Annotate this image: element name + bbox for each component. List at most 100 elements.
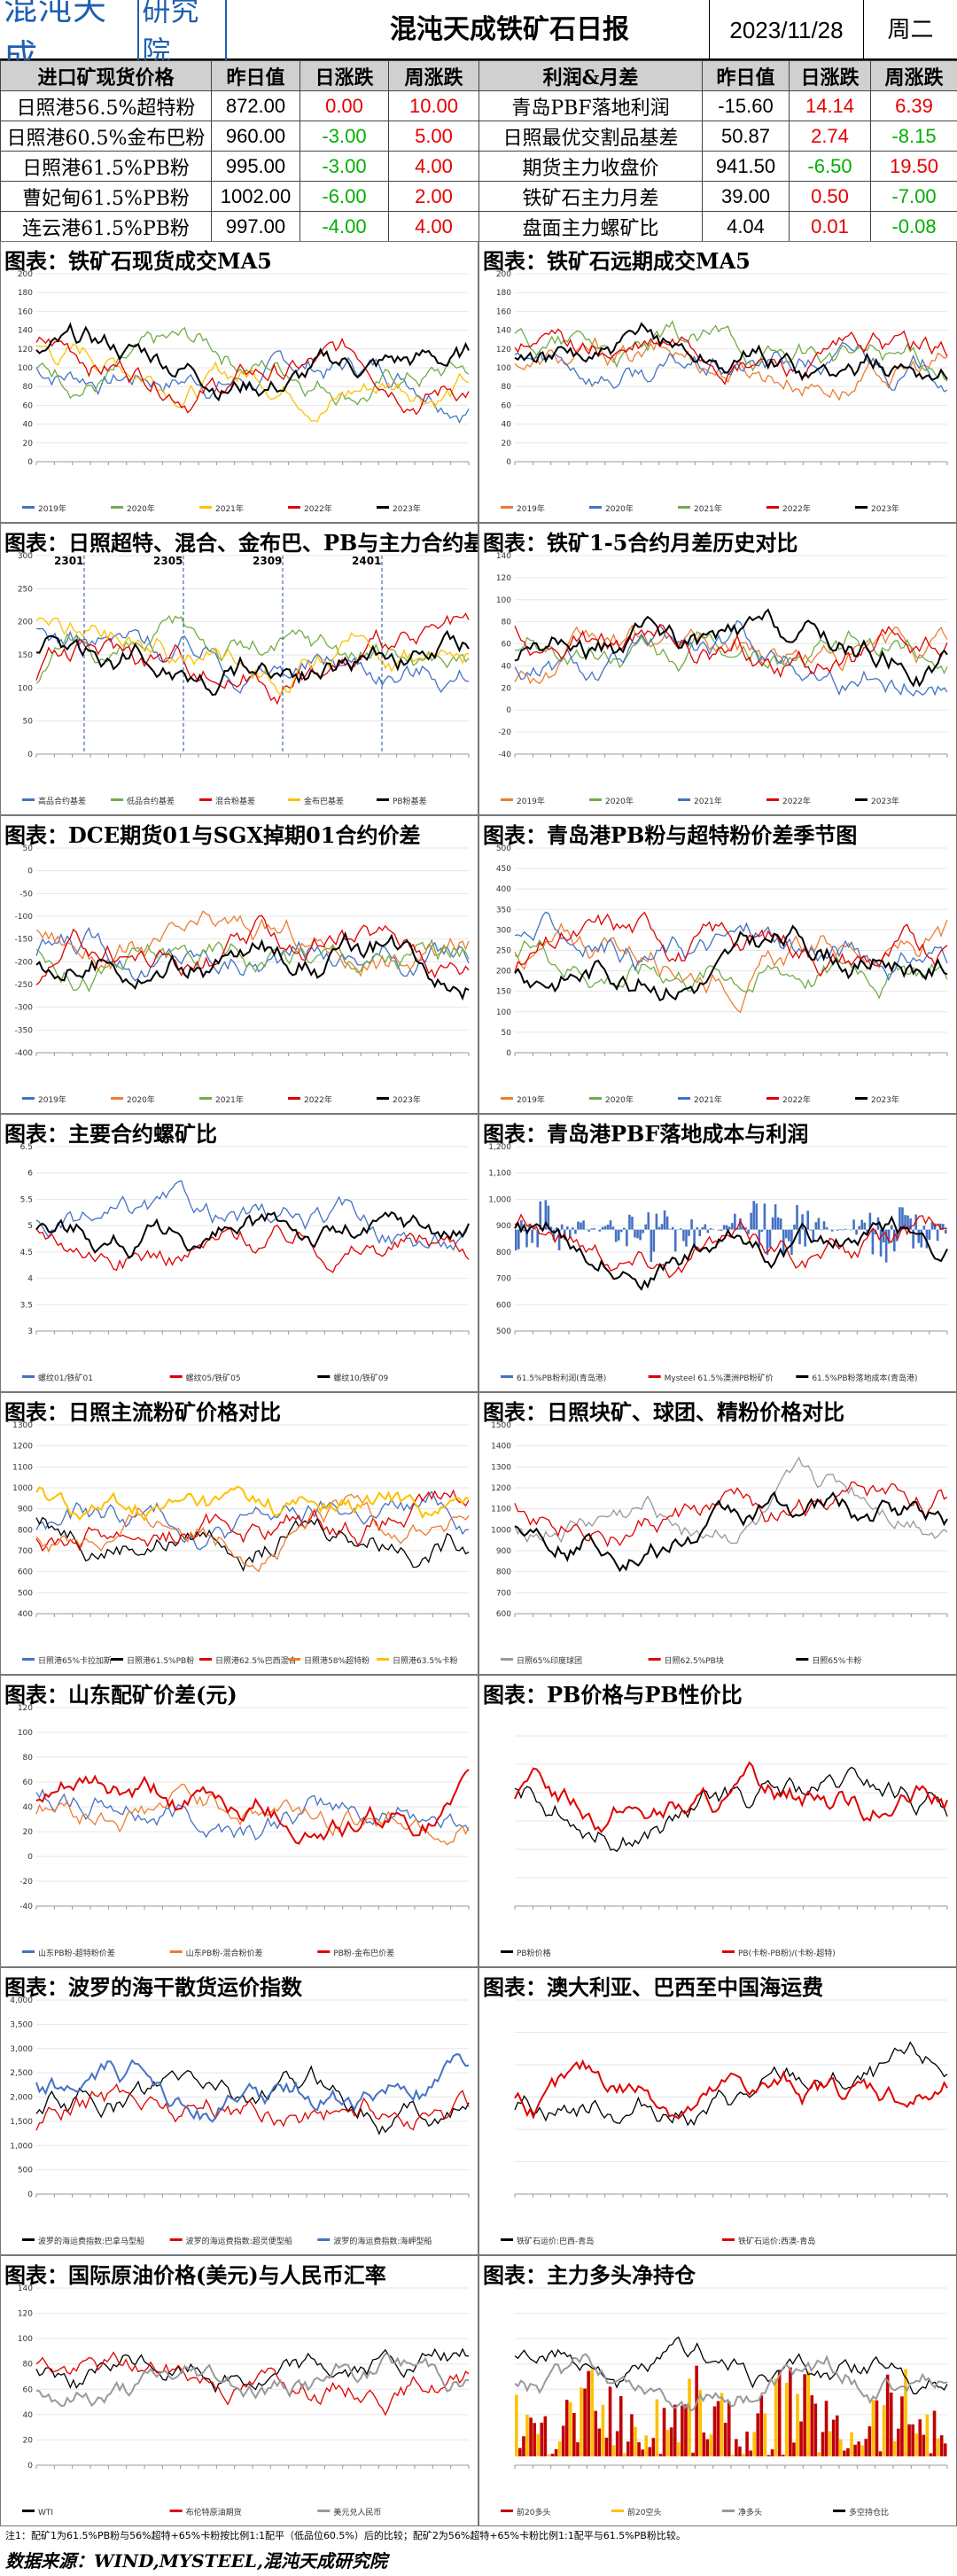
position-bar [691, 2452, 695, 2456]
y-tick-label: -150 [15, 936, 34, 945]
chart-panel: 图表：澳大利亚、巴西至中国海运费 铁矿石运价:巴西-青岛 铁矿石运价:西澳-青岛 [478, 1967, 957, 2255]
profit-bar [842, 1229, 844, 1231]
legend-label: 2022年 [304, 503, 332, 514]
chart-svg: PB粉价格 PB(卡粉-PB粉)/(卡粉-超特) [501, 1707, 948, 1958]
y-tick-label: 50 [502, 1029, 512, 1038]
profit-bar [539, 1201, 542, 1230]
position-bar [759, 2395, 764, 2456]
profit-bar [647, 1212, 650, 1230]
profit-bar [617, 1229, 620, 1241]
profit-bar [936, 1229, 939, 1241]
legend-swatch [855, 506, 868, 509]
position-bar [889, 2392, 893, 2456]
profit-bar [944, 1229, 947, 1234]
profit-bar [874, 1229, 877, 1235]
profit-bar [928, 1229, 931, 1241]
y-tick-label: 60 [502, 401, 512, 410]
position-bar [518, 2448, 522, 2456]
legend-swatch [199, 798, 212, 801]
series-line [35, 1210, 470, 1260]
y-tick-label: 0 [506, 458, 511, 467]
legend-swatch [678, 1097, 690, 1100]
legend-label: 2021年 [694, 796, 722, 806]
profit-bar [547, 1205, 550, 1230]
position-bar [702, 2432, 706, 2456]
profit-bar [806, 1210, 809, 1230]
series-line [35, 2351, 470, 2416]
profit-bar [809, 1229, 813, 1231]
table-header: 昨日值 [702, 60, 790, 91]
legend-swatch [766, 506, 779, 509]
profit-bar [552, 1229, 556, 1241]
position-bar [846, 2448, 850, 2456]
position-bar [749, 2450, 752, 2456]
legend-swatch [796, 1375, 809, 1378]
legend-swatch [611, 2510, 624, 2512]
y-tick-label: 20 [502, 440, 512, 448]
series-line [35, 2083, 470, 2131]
y-tick-label: 160 [496, 307, 511, 316]
profit-bar [796, 1204, 798, 1230]
y-tick-label: 0 [27, 1853, 33, 1862]
position-bar [658, 2454, 663, 2456]
profit-bar [890, 1225, 893, 1230]
profit-bar [572, 1227, 574, 1230]
legend-label: 多空持仓比 [849, 2507, 889, 2518]
chart-title: 图表：波罗的海干散货运价指数 [4, 1974, 302, 2000]
position-bar [705, 2439, 710, 2456]
legend-swatch [501, 1097, 513, 1100]
legend-swatch [501, 798, 513, 801]
table-cell-d: -6.00 [300, 181, 389, 212]
legend-swatch [111, 506, 123, 509]
table-cell-name: 盘面主力螺矿比 [478, 211, 703, 242]
position-bar [554, 2448, 558, 2456]
series-line [35, 322, 470, 402]
position-bar [662, 2408, 666, 2456]
profit-bar [812, 1229, 815, 1242]
legend-swatch [111, 1658, 123, 1661]
series-line [35, 1769, 470, 1845]
position-bar [828, 2431, 832, 2456]
y-tick-label: 1,100 [488, 1170, 511, 1179]
legend-swatch [317, 1375, 331, 1378]
position-bar [777, 2370, 782, 2456]
y-tick-label: 40 [502, 662, 512, 671]
table-cell-w: -8.15 [870, 121, 957, 152]
profit-bar [776, 1217, 780, 1230]
legend-label: PB(卡粉-PB粉)/(卡粉-超特) [738, 1948, 836, 1958]
position-bar [655, 2399, 659, 2456]
legend-swatch [855, 798, 868, 801]
position-bar [868, 2426, 872, 2456]
profit-bar [822, 1221, 826, 1230]
table-row: 日照港60.5%金布巴粉 960.00 -3.00 5.00 [0, 121, 479, 152]
legend-label: WTI [38, 2509, 53, 2518]
profit-bar [736, 1227, 739, 1230]
table-cell-v: 1002.00 [211, 181, 300, 212]
legend-label: 混合粉基差 [215, 796, 255, 806]
legend-label: 2021年 [215, 503, 244, 514]
table-cell-v: 872.00 [211, 90, 300, 121]
profit-bar [820, 1229, 823, 1231]
table-cell-d: -3.00 [300, 121, 389, 152]
legend-swatch [199, 1658, 212, 1661]
legend-swatch [722, 2510, 735, 2512]
profit-bar [725, 1225, 728, 1230]
legend-swatch [377, 1658, 389, 1661]
legend-label: 2022年 [782, 503, 811, 514]
table-cell-w: -0.08 [870, 211, 957, 242]
chart-panel: 图表：山东配矿价差(元) 120 100 80 60 40 20 0 -20 -40 山东PB粉-超… [0, 1675, 478, 1967]
profit-bar [671, 1226, 674, 1230]
table-cell-d: -6.50 [789, 151, 871, 182]
series-line [514, 629, 948, 675]
position-bar [763, 2413, 767, 2456]
contract-label: 2401 [352, 555, 381, 567]
position-bar [576, 2442, 580, 2456]
series-line [35, 914, 470, 985]
position-bar [745, 2432, 749, 2456]
y-tick-label: 60 [23, 1778, 34, 1787]
y-tick-label: 0 [27, 868, 33, 876]
chart-panel: 图表：PB价格与PB性价比 PB粉价格 PB(卡粉-PB粉)/(卡粉-超特) [478, 1675, 957, 1967]
contract-label: 2301 [54, 555, 83, 567]
y-tick-label: 40 [23, 2411, 34, 2420]
